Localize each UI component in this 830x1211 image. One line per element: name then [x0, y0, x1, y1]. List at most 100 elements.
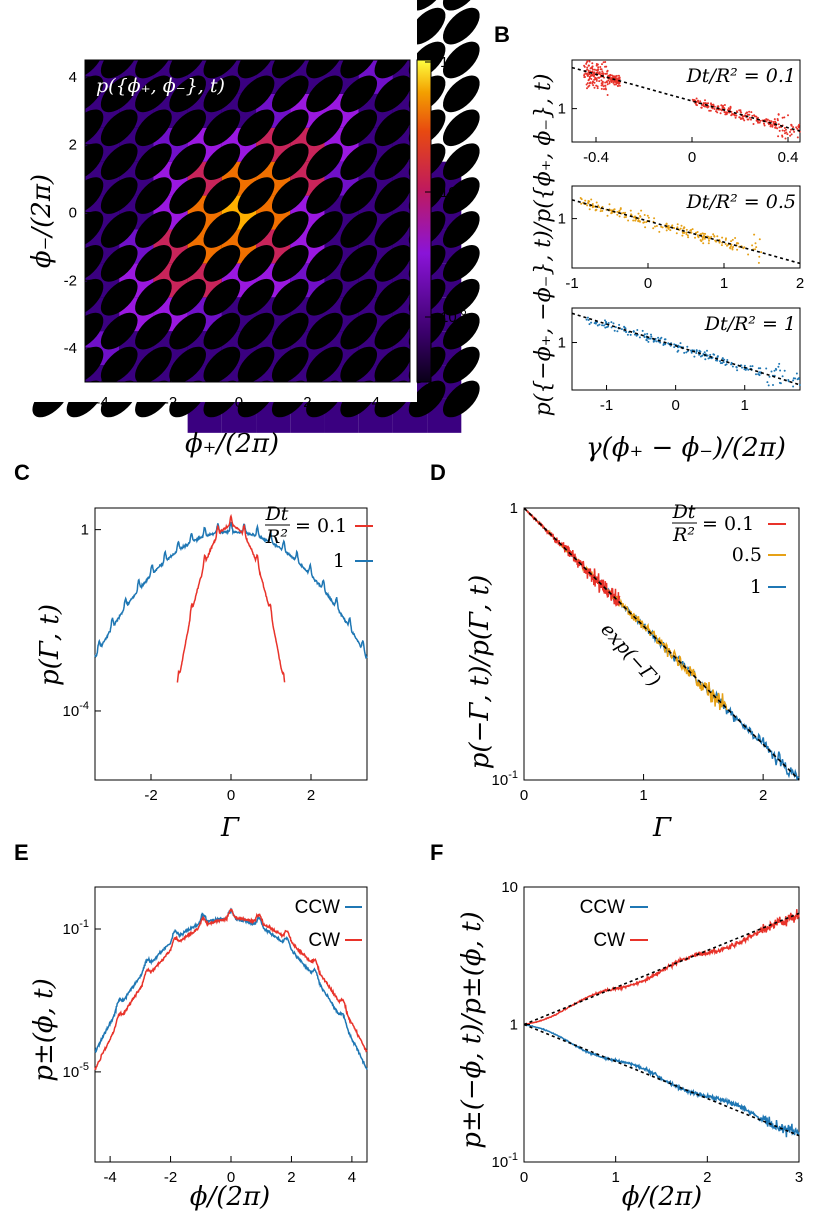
heatmap-hole [306, 346, 343, 384]
heatmap-hole [135, 346, 172, 384]
scatter-point [721, 357, 724, 360]
scatter-point [597, 68, 599, 71]
heatmap-hole [169, 109, 206, 147]
scatter-point [741, 115, 744, 118]
heatmap-hole [169, 245, 206, 282]
scatter-point [770, 370, 773, 373]
scatter-point [604, 84, 607, 87]
scatter-point [773, 369, 776, 372]
heatmap-hole [100, 346, 138, 384]
scatter-point [704, 232, 707, 235]
ylabel-b: p({−ϕ₊, −ϕ₋}, t)/p({ϕ₊, ϕ₋}, t) [531, 74, 556, 417]
scatter-point [750, 118, 752, 121]
heatmap-hole [306, 278, 343, 316]
heatmap-hole [340, 109, 378, 147]
mask [0, 382, 417, 402]
scatter-point [731, 248, 734, 251]
scatter-point [584, 199, 587, 202]
scatter-point [701, 104, 704, 107]
scatter-point [798, 384, 801, 386]
scatter-point [783, 127, 786, 129]
scatter-point [755, 373, 757, 376]
scatter-point [647, 216, 650, 219]
colorbar-ticks: 10-2 10-4 10-6 [425, 51, 466, 326]
scatter-point [729, 105, 732, 108]
scatter-point [768, 119, 771, 122]
scatter-point [784, 137, 787, 140]
scatter-point [777, 365, 780, 368]
series-line-0-1 [523, 507, 621, 607]
scatter-point [702, 242, 705, 245]
scatter-point [729, 108, 731, 111]
scatter-point [755, 246, 758, 249]
scatter-point [697, 100, 700, 103]
scatter-point [789, 128, 792, 131]
scatter-point [766, 118, 769, 121]
scatter-point [721, 236, 724, 239]
scatter-point [696, 231, 699, 233]
scatter-point [585, 83, 588, 86]
scatter-point [707, 242, 710, 245]
scatter-point [602, 85, 605, 88]
scatter-point [726, 244, 728, 247]
scatter-point [613, 329, 616, 332]
scatter-point [695, 231, 698, 234]
panel-letter-f: F [430, 840, 443, 865]
scatter-point [783, 116, 786, 119]
heatmap-hole [271, 312, 309, 350]
scatter-point [598, 71, 601, 74]
scatter-point [695, 350, 698, 353]
x-tick-label: 0 [235, 394, 243, 411]
heatmap-hole [374, 312, 412, 350]
heatmap-hole [442, 380, 480, 418]
x-tick-label: 2 [307, 787, 315, 804]
scatter-point [588, 78, 590, 81]
heatmap-hole [203, 346, 241, 384]
scatter-point [605, 65, 608, 68]
panel-letter-b: B [494, 22, 510, 47]
x-tick-label: 0 [520, 1169, 528, 1186]
heatmap-hole [203, 75, 241, 113]
scatter-point [600, 84, 603, 87]
scatter-point [748, 110, 751, 113]
heatmap-hole [169, 312, 206, 350]
scatter-point [679, 345, 682, 348]
scatter-point [686, 234, 689, 237]
scatter-point [789, 134, 792, 137]
scatter-point [646, 332, 649, 335]
scatter-point [713, 235, 716, 238]
scatter-point [755, 115, 758, 118]
scatter-point [598, 206, 601, 209]
scatter-point [729, 245, 732, 248]
heatmap-hole [100, 312, 138, 350]
scatter-point [696, 104, 698, 107]
heatmap-hole [374, 346, 412, 384]
heatmap-hole [203, 211, 241, 248]
heatmap-hole [135, 312, 172, 350]
scatter-point [758, 255, 761, 258]
scatter-point [600, 79, 603, 82]
scatter-point [596, 324, 599, 327]
scatter-point [618, 215, 621, 218]
scatter-point [592, 84, 595, 87]
y-tick-label: 10-1 [492, 1151, 518, 1171]
scatter-point [604, 81, 607, 84]
heatmap-hole [237, 346, 275, 384]
scatter-point [629, 333, 632, 336]
scatter-point [607, 322, 610, 324]
scatter-point [778, 129, 781, 132]
scatter-point [752, 123, 755, 125]
scatter-point [708, 239, 710, 242]
heatmap-hole [135, 278, 172, 316]
scatter-point [657, 336, 660, 339]
scatter-point [643, 221, 646, 224]
heatmap-hole [100, 143, 138, 181]
scatter-point [758, 371, 761, 374]
scatter-point [781, 375, 784, 378]
scatter-point [749, 365, 752, 368]
scatter-point [700, 240, 703, 243]
scatter-point [796, 127, 799, 130]
scatter-point [784, 132, 786, 135]
axis-frame [571, 59, 801, 143]
scatter-point [740, 111, 743, 114]
